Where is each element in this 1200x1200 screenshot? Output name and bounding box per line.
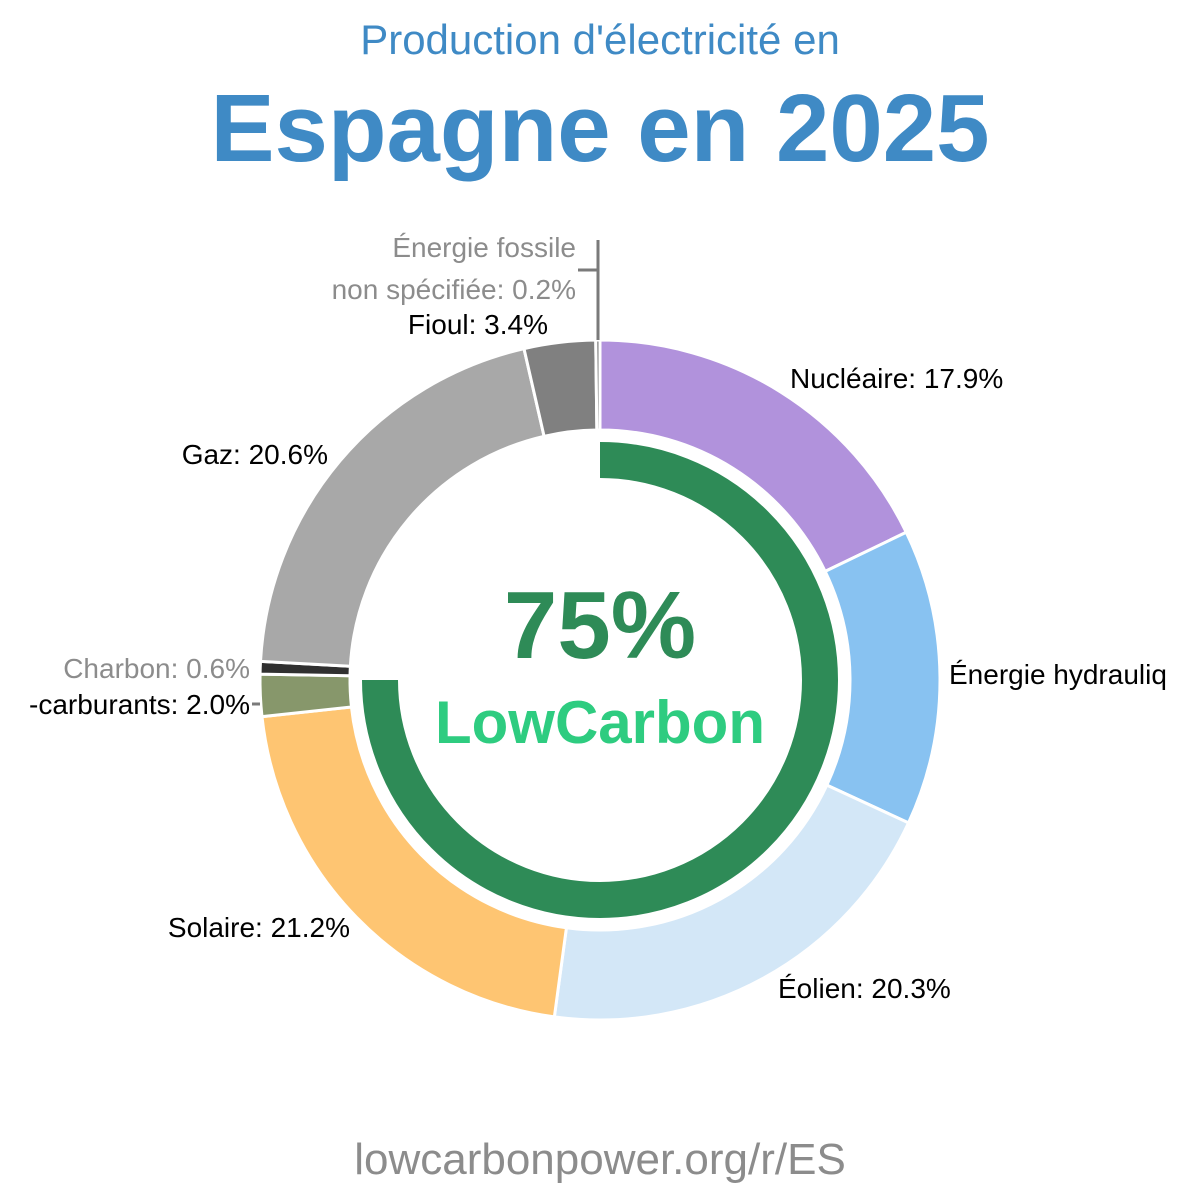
slice-label-gaz: Gaz: 20.6%	[182, 439, 328, 470]
slice-labels: Nucléaire: 17.9% Énergie hydrauliq Éolien:…	[29, 232, 1167, 1004]
donut-slices	[258, 338, 942, 1022]
slice-label-solaire: Solaire: 21.2%	[168, 912, 350, 943]
slice-label-nucleaire: Nucléaire: 17.9%	[790, 363, 1003, 394]
label-connectors	[252, 240, 600, 706]
low-carbon-percentage: 75%	[504, 572, 696, 679]
slice-label-charbon: Charbon: 0.6%	[63, 653, 250, 684]
slice-energie-fossile-non-specifiee	[594, 338, 602, 432]
slice-label-fioul: Fioul: 3.4%	[408, 309, 548, 340]
chart-title: Espagne en 2025	[210, 75, 990, 182]
slice-label-bio-carburants: -carburants: 2.0%	[29, 689, 250, 720]
source-url: lowcarbonpower.org/r/ES	[354, 1135, 846, 1184]
low-carbon-ring	[362, 442, 838, 918]
slice-energie-hydraulique	[823, 530, 942, 825]
lowcarbon-logo: LowCarbon	[435, 689, 765, 756]
slice-label-energie-fossile-non-specifiee: Énergie fossile non spécifiée: 0.2%	[332, 232, 576, 305]
slice-label-energie-hydraulique: Énergie hydrauliq	[949, 659, 1167, 690]
slice-gaz	[258, 346, 546, 668]
slice-label-eolien: Éolien: 20.3%	[778, 973, 951, 1004]
connector-energie-fossile-non-specifiee	[578, 240, 600, 340]
chart-subtitle: Production d'électricité en	[360, 16, 840, 63]
